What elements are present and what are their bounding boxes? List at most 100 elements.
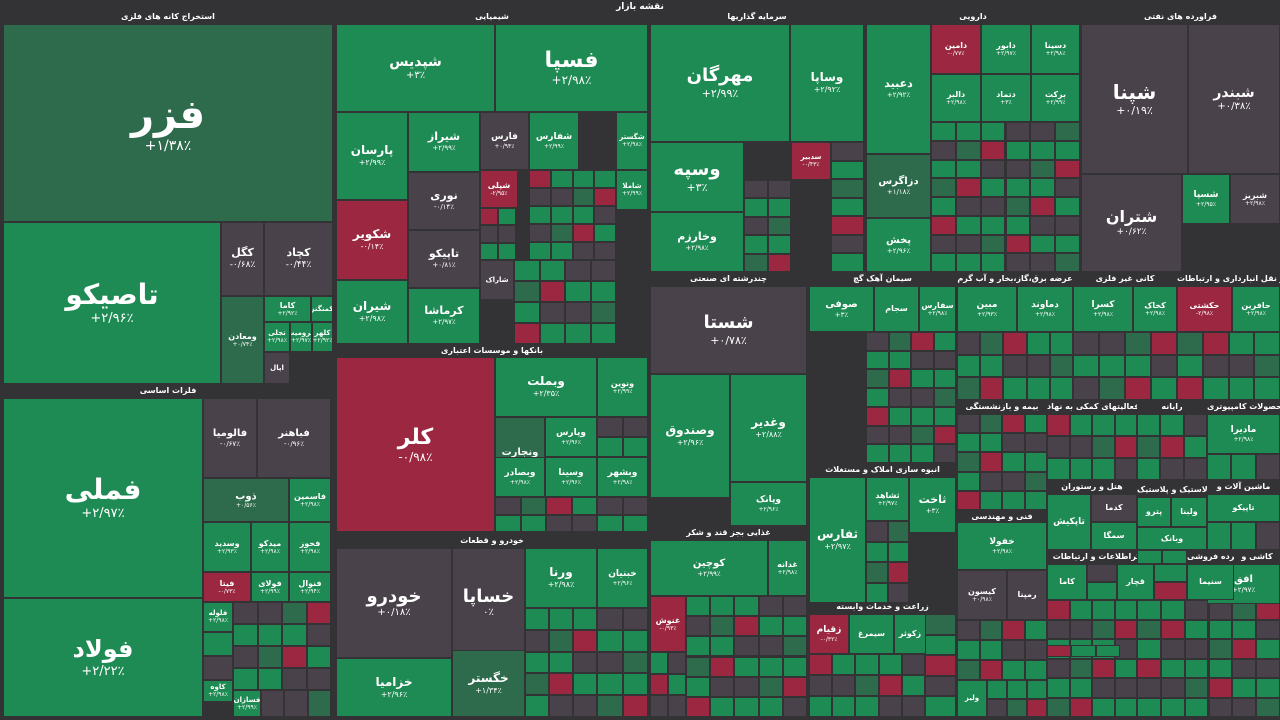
stock-tile-small[interactable] xyxy=(955,159,981,179)
stock-tile-small[interactable] xyxy=(758,636,783,657)
stock-tile[interactable]: فنوال +۲/۹۴٪ xyxy=(289,572,331,602)
stock-tile-small[interactable] xyxy=(1184,600,1209,620)
stock-tile-small[interactable] xyxy=(957,640,980,660)
stock-tile-small[interactable] xyxy=(782,596,807,617)
stock-tile-small[interactable] xyxy=(831,142,864,161)
stock-tile-small[interactable] xyxy=(925,614,956,635)
stock-tile-small[interactable] xyxy=(767,235,791,254)
stock-tile-small[interactable] xyxy=(520,497,546,515)
stock-tile-small[interactable] xyxy=(878,696,902,717)
stock-tile-small[interactable] xyxy=(495,497,521,515)
stock-tile-small[interactable] xyxy=(888,425,911,445)
stock-tile-small[interactable] xyxy=(1228,377,1255,400)
stock-tile-small[interactable] xyxy=(1024,471,1047,491)
stock-tile-small[interactable] xyxy=(549,608,573,630)
stock-tile[interactable]: کلهر +۲/۹۲٪ xyxy=(312,322,333,352)
stock-tile-small[interactable] xyxy=(1254,354,1280,378)
stock-tile[interactable]: ورنا +۲/۹۸٪ xyxy=(525,548,597,608)
stock-tile-small[interactable] xyxy=(831,253,864,272)
stock-tile-small[interactable] xyxy=(1002,452,1025,472)
stock-tile[interactable]: پترو xyxy=(1137,497,1171,527)
stock-tile-small[interactable] xyxy=(888,332,911,351)
stock-tile-small[interactable] xyxy=(1024,660,1047,680)
stock-tile-small[interactable] xyxy=(1202,377,1229,400)
stock-tile[interactable]: غنوش -۰/۹۳٪ xyxy=(650,596,686,652)
stock-tile-small[interactable] xyxy=(1208,697,1233,717)
stock-tile-small[interactable] xyxy=(1092,414,1115,436)
stock-tile-small[interactable] xyxy=(1177,354,1203,378)
stock-tile-small[interactable] xyxy=(529,224,551,242)
stock-tile-small[interactable] xyxy=(809,696,833,717)
stock-tile-small[interactable] xyxy=(1049,354,1073,378)
stock-tile-small[interactable] xyxy=(710,636,735,657)
stock-tile-small[interactable] xyxy=(261,690,285,717)
stock-tile-small[interactable] xyxy=(1030,215,1056,235)
stock-tile-small[interactable] xyxy=(911,350,934,370)
stock-tile-small[interactable] xyxy=(1069,436,1092,458)
stock-tile[interactable]: شسپا +۲/۹۵٪ xyxy=(1182,174,1230,224)
stock-tile-small[interactable] xyxy=(539,302,565,323)
stock-tile-small[interactable] xyxy=(480,208,498,226)
stock-tile-small[interactable] xyxy=(1087,564,1117,582)
stock-tile[interactable]: وصندوق +۲/۹۶٪ xyxy=(650,374,730,498)
stock-tile-small[interactable] xyxy=(1160,414,1184,436)
stock-tile-small[interactable] xyxy=(1137,550,1162,564)
stock-tile-small[interactable] xyxy=(1160,619,1185,639)
stock-tile-small[interactable] xyxy=(887,521,909,542)
stock-tile-small[interactable] xyxy=(498,242,516,260)
stock-tile[interactable]: فزر +۱/۳۸٪ xyxy=(3,24,333,222)
stock-tile[interactable]: وبصادر +۲/۹۸٪ xyxy=(495,457,545,497)
stock-tile-small[interactable] xyxy=(1005,159,1031,179)
stock-tile-small[interactable] xyxy=(758,596,783,617)
stock-tile-small[interactable] xyxy=(1071,645,1096,657)
stock-tile-small[interactable] xyxy=(1092,600,1115,620)
stock-tile-small[interactable] xyxy=(1099,332,1125,355)
stock-tile-small[interactable] xyxy=(957,433,980,453)
stock-tile-small[interactable] xyxy=(590,323,616,344)
stock-tile-small[interactable] xyxy=(979,490,1002,510)
stock-tile-small[interactable] xyxy=(565,260,591,281)
stock-tile-small[interactable] xyxy=(888,369,911,389)
stock-tile-small[interactable] xyxy=(1256,697,1280,717)
stock-tile-small[interactable] xyxy=(1005,215,1031,235)
stock-tile[interactable]: برکت +۲/۹۹٪ xyxy=(1031,74,1080,122)
stock-tile-small[interactable] xyxy=(1030,234,1056,254)
stock-tile-small[interactable] xyxy=(809,654,833,675)
stock-tile[interactable]: وبشهر +۲/۹۸٪ xyxy=(597,457,648,497)
stock-tile-small[interactable] xyxy=(734,696,759,717)
stock-tile-small[interactable] xyxy=(980,122,1006,141)
stock-tile-small[interactable] xyxy=(980,253,1006,272)
stock-tile-small[interactable] xyxy=(911,388,934,407)
stock-tile-small[interactable] xyxy=(1137,678,1161,698)
stock-tile-small[interactable] xyxy=(831,160,864,180)
stock-tile-small[interactable] xyxy=(979,433,1002,453)
stock-tile-small[interactable] xyxy=(1125,332,1151,355)
stock-tile-small[interactable] xyxy=(306,668,331,690)
stock-tile-small[interactable] xyxy=(955,122,981,141)
stock-tile-small[interactable] xyxy=(686,676,711,697)
stock-tile-small[interactable] xyxy=(550,242,573,260)
stock-tile-small[interactable] xyxy=(573,695,597,717)
stock-tile-small[interactable] xyxy=(1228,332,1255,355)
stock-tile-small[interactable] xyxy=(1232,697,1257,717)
stock-tile-small[interactable] xyxy=(572,206,595,224)
stock-tile-small[interactable] xyxy=(1002,433,1025,453)
stock-tile-small[interactable] xyxy=(1154,564,1187,582)
stock-tile-small[interactable] xyxy=(855,696,879,717)
stock-tile[interactable]: شبندر +۰/۳۸٪ xyxy=(1188,24,1280,174)
stock-tile[interactable]: وسینا +۲/۹۶٪ xyxy=(545,457,597,497)
stock-tile[interactable]: شبریز +۲/۹۸٪ xyxy=(1230,174,1280,224)
stock-tile-small[interactable] xyxy=(546,497,572,515)
stock-tile-small[interactable] xyxy=(1024,620,1047,640)
stock-tile[interactable]: فلوله +۲/۹۸٪ xyxy=(203,602,233,632)
stock-tile-small[interactable] xyxy=(1137,619,1161,639)
stock-tile-small[interactable] xyxy=(1184,678,1209,698)
stock-tile-small[interactable] xyxy=(980,159,1006,179)
stock-tile-small[interactable] xyxy=(306,602,331,624)
stock-tile-small[interactable] xyxy=(831,216,864,235)
stock-tile[interactable]: رمپنا xyxy=(1007,570,1047,620)
stock-tile-small[interactable] xyxy=(1184,697,1209,717)
stock-tile-small[interactable] xyxy=(758,616,783,637)
stock-tile-small[interactable] xyxy=(597,514,623,532)
stock-tile-small[interactable] xyxy=(1026,354,1050,378)
